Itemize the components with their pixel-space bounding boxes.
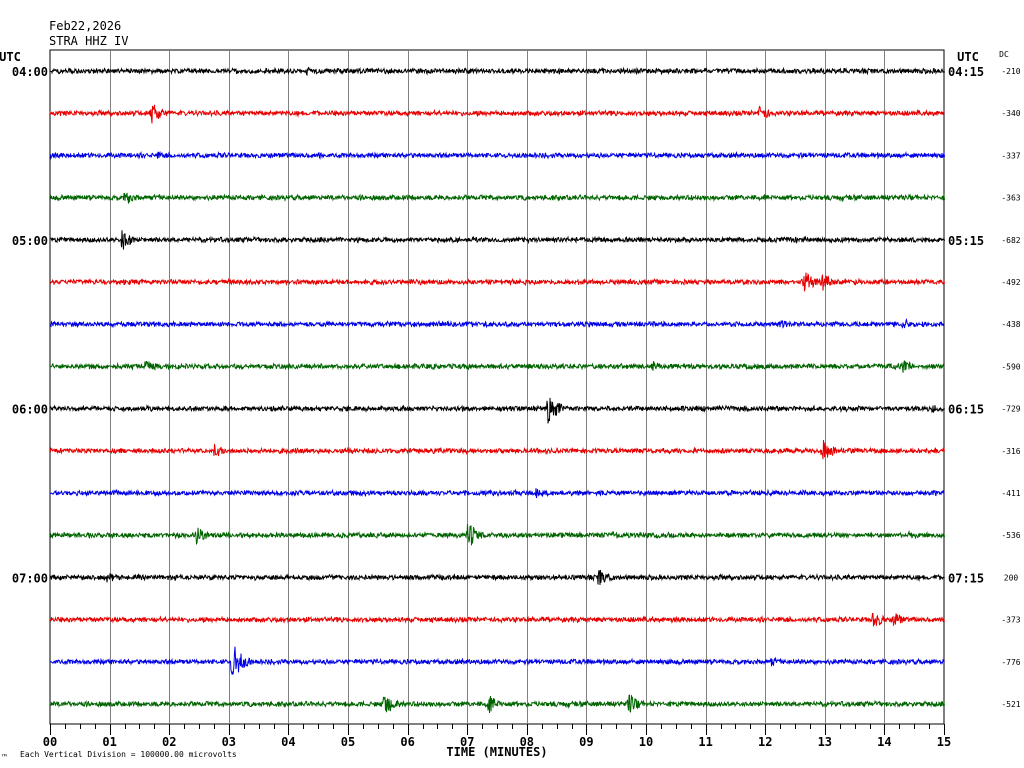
trace-row-9 bbox=[49, 439, 945, 460]
dc-offset-label: -411 bbox=[1001, 489, 1020, 498]
dc-offset-label: -373 bbox=[1001, 616, 1020, 625]
left-time-label: 05:00 bbox=[12, 234, 48, 248]
trace-row-6 bbox=[49, 318, 945, 329]
x-tick-label: 10 bbox=[639, 735, 653, 749]
trace-row-10 bbox=[49, 488, 945, 499]
dc-offset-label: -536 bbox=[1001, 531, 1020, 540]
plot-frame bbox=[49, 49, 945, 725]
trace-row-2 bbox=[49, 150, 945, 160]
x-tick-label: 08 bbox=[520, 735, 534, 749]
date-label: Feb22,2026 bbox=[49, 19, 122, 33]
right-utc-label: UTC bbox=[957, 50, 979, 64]
scale-note: Each Vertical Division = 100000.00 micro… bbox=[20, 750, 237, 759]
x-tick-label: 13 bbox=[818, 735, 832, 749]
dc-offset-label: -340 bbox=[1001, 109, 1020, 118]
x-tick-label: 02 bbox=[162, 735, 176, 749]
dc-offset-label: -729 bbox=[1001, 405, 1020, 414]
trace-row-0 bbox=[49, 66, 945, 77]
right-time-label: 04:15 bbox=[948, 65, 984, 79]
left-time-label: 06:00 bbox=[12, 403, 48, 417]
x-tick-label: 05 bbox=[341, 735, 355, 749]
corner-mark: ™ bbox=[2, 753, 7, 762]
trace-row-8 bbox=[49, 397, 945, 424]
x-tick-label: 00 bbox=[43, 735, 57, 749]
dc-offset-label: 200 bbox=[1004, 573, 1019, 582]
x-tick-label: 09 bbox=[579, 735, 593, 749]
left-time-label: 04:00 bbox=[12, 65, 48, 79]
dc-header-label: DC bbox=[999, 50, 1009, 59]
dc-offset-label: -363 bbox=[1001, 194, 1020, 203]
x-tick-label: 15 bbox=[937, 735, 951, 749]
trace-row-12 bbox=[49, 569, 945, 586]
dc-offset-label: -438 bbox=[1001, 320, 1020, 329]
right-time-label: 06:15 bbox=[948, 403, 984, 417]
left-time-label: 07:00 bbox=[12, 571, 48, 585]
station-label: STRA HHZ IV bbox=[49, 34, 129, 48]
left-utc-label: UTC bbox=[0, 50, 21, 64]
trace-row-14 bbox=[49, 646, 945, 675]
dc-offset-label: -337 bbox=[1001, 151, 1020, 160]
x-tick-label: 11 bbox=[698, 735, 712, 749]
trace-row-11 bbox=[49, 523, 945, 546]
trace-row-3 bbox=[49, 192, 945, 204]
x-tick-label: 12 bbox=[758, 735, 772, 749]
dc-offset-label: -590 bbox=[1001, 362, 1020, 371]
trace-row-4 bbox=[49, 230, 945, 250]
trace-row-13 bbox=[49, 612, 945, 627]
x-tick-label: 06 bbox=[400, 735, 414, 749]
dc-offset-label: -776 bbox=[1001, 658, 1020, 667]
dc-offset-label: -316 bbox=[1001, 447, 1020, 456]
x-axis-label: TIME (MINUTES) bbox=[446, 745, 547, 759]
x-tick-label: 07 bbox=[460, 735, 474, 749]
right-time-label: 05:15 bbox=[948, 234, 984, 248]
x-tick-label: 14 bbox=[877, 735, 891, 749]
trace-row-5 bbox=[49, 272, 945, 292]
trace-row-1 bbox=[49, 104, 945, 124]
right-time-label: 07:15 bbox=[948, 571, 984, 585]
trace-row-15 bbox=[49, 694, 945, 714]
dc-offset-label: -492 bbox=[1001, 278, 1020, 287]
dc-offset-label: -521 bbox=[1001, 700, 1020, 709]
dc-offset-label: -210 bbox=[1001, 67, 1020, 76]
x-tick-label: 04 bbox=[281, 735, 295, 749]
x-tick-label: 01 bbox=[102, 735, 116, 749]
x-tick-label: 03 bbox=[222, 735, 236, 749]
dc-offset-label: -682 bbox=[1001, 236, 1020, 245]
trace-row-7 bbox=[49, 360, 945, 373]
